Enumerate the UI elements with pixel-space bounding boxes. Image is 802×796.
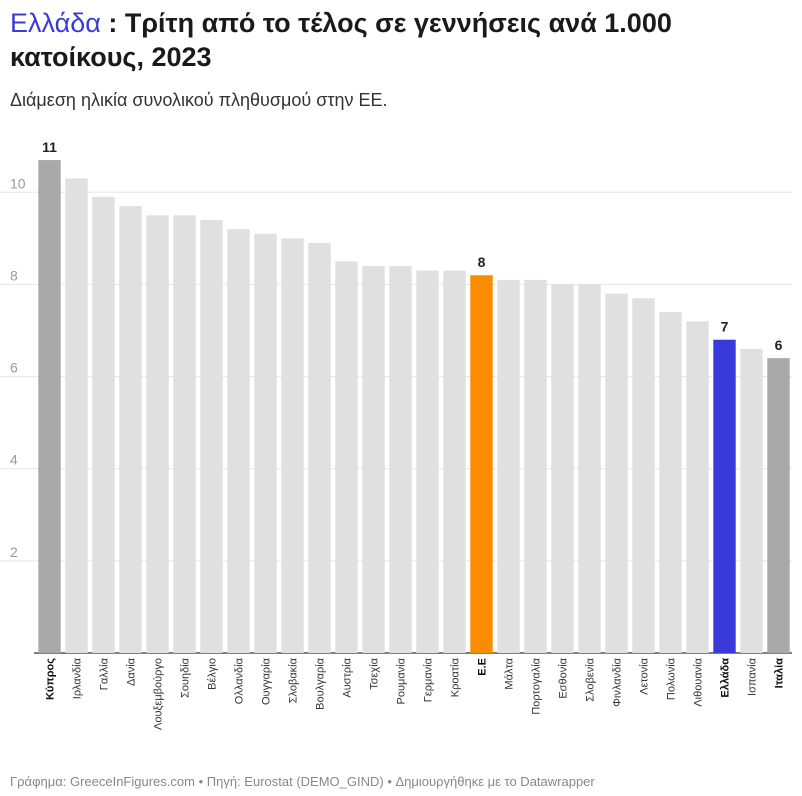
bar-chart: 2 4 6 8 10 Κύπρος Ιρλανδία Γαλλία Δανία Λουξεμβο… <box>0 139 792 730</box>
chart-footer: Γράφημα: GreeceInFigures.com • Πηγή: Eur… <box>10 774 595 789</box>
bar <box>254 233 277 653</box>
x-tick-label: Πολωνία <box>666 657 678 700</box>
bar <box>524 279 547 653</box>
bar <box>227 229 250 653</box>
x-tick-label: Γερμανία <box>423 657 435 702</box>
x-tick-label: Πορτογαλία <box>531 657 543 714</box>
bar <box>632 298 655 653</box>
chart-subtitle: Διάμεση ηλικία συνολικού πληθυσμού στην … <box>10 90 388 110</box>
bar <box>767 358 790 653</box>
bar <box>119 206 142 653</box>
value-label: 7 <box>721 319 729 335</box>
x-tick-label: Ρουμανία <box>396 657 408 704</box>
bar <box>65 178 88 653</box>
bar <box>389 266 412 653</box>
x-tick-label: Ε.Ε <box>477 658 489 676</box>
x-tick-label: Ουγγαρία <box>261 657 273 705</box>
x-tick-label: Κροατία <box>450 657 462 697</box>
bar <box>281 238 304 653</box>
bar <box>38 160 61 654</box>
bar <box>335 261 358 653</box>
x-tick-label: Ιρλανδία <box>72 657 84 699</box>
x-tick-label: Μάλτα <box>504 657 516 689</box>
bar <box>443 270 466 653</box>
bar <box>497 279 520 653</box>
x-tick-label: Αυστρία <box>342 657 354 697</box>
bar <box>173 215 196 654</box>
x-tick-label: Βουλγαρία <box>315 657 327 710</box>
x-tick-label: Εσθονία <box>558 657 570 698</box>
bar <box>146 215 169 654</box>
x-tick-label: Βέλγιο <box>207 658 219 690</box>
x-tick-label: Φινλανδία <box>612 657 624 706</box>
value-label: 8 <box>478 254 486 270</box>
y-tick-label: 8 <box>10 267 18 283</box>
y-axis: 2 4 6 8 10 <box>10 175 26 560</box>
x-tick-label: Κύπρος <box>45 658 57 700</box>
x-tick-label: Σουηδία <box>180 657 192 698</box>
y-tick-label: 6 <box>10 360 18 376</box>
value-label: 11 <box>42 139 57 155</box>
title-highlight: Ελλάδα <box>10 8 101 38</box>
bar <box>470 275 493 653</box>
bar <box>551 284 574 653</box>
x-tick-label: Ισπανία <box>747 657 759 696</box>
bars <box>38 160 790 654</box>
y-tick-label: 2 <box>10 544 18 560</box>
chart-title: Ελλάδα : Τρίτη από το τέλος σε γεννήσεις… <box>10 6 790 74</box>
x-tick-label: Ελλάδα <box>720 658 732 698</box>
bar <box>659 312 682 653</box>
bar <box>605 293 628 653</box>
bar <box>578 284 601 653</box>
y-tick-label: 4 <box>10 452 18 468</box>
x-tick-label: Σλοβακία <box>288 657 300 703</box>
bar <box>200 219 223 653</box>
x-tick-label: Δανία <box>126 657 138 686</box>
bar <box>362 266 385 653</box>
value-labels: 11 8 7 6 <box>42 139 783 353</box>
x-tick-label: Λετονία <box>639 657 651 695</box>
value-label: 6 <box>775 337 783 353</box>
x-tick-label: Ιταλία <box>774 658 786 689</box>
bar <box>686 321 709 653</box>
bar <box>92 196 115 653</box>
x-tick-label: Σλοβενία <box>585 657 597 701</box>
bar <box>308 242 331 653</box>
x-tick-label: Τσεχία <box>369 657 381 689</box>
title-text: : Τρίτη από το τέλος σε γεννήσεις ανά 1.… <box>10 8 672 72</box>
x-tick-label: Ολλανδία <box>234 657 246 704</box>
x-tick-label: Λουξεμβούργο <box>153 658 165 730</box>
x-tick-label: Γαλλία <box>99 657 111 690</box>
bar <box>740 348 763 653</box>
y-tick-label: 10 <box>10 175 26 191</box>
bar <box>713 339 736 653</box>
x-tick-label: Λιθουανία <box>693 657 705 706</box>
x-axis: Κύπρος Ιρλανδία Γαλλία Δανία Λουξεμβούργο Σου… <box>45 657 786 730</box>
bar <box>416 270 439 653</box>
